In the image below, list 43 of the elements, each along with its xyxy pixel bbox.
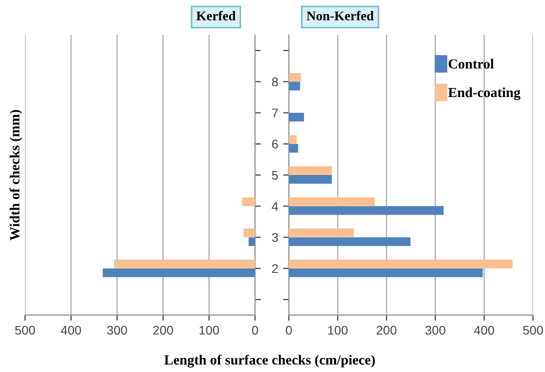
chart-title: Kerfed xyxy=(196,10,236,20)
x-tick-label: 300 xyxy=(107,326,128,335)
chart-title: Non-Kerfed xyxy=(306,10,374,20)
bar xyxy=(288,112,304,122)
y-tick-label: 8 xyxy=(272,77,278,86)
x-tick-label: 100 xyxy=(328,326,348,335)
y-tick-label: 6 xyxy=(272,140,278,149)
bar xyxy=(242,197,256,206)
x-tick-label: 100 xyxy=(200,326,219,335)
bar xyxy=(288,197,375,206)
bar xyxy=(288,206,444,215)
y-tick-label: 4 xyxy=(272,202,278,211)
bar xyxy=(114,260,256,268)
bar xyxy=(288,268,483,278)
x-tick-label: 200 xyxy=(376,326,396,335)
x-tick-label: 0 xyxy=(286,326,292,335)
bar xyxy=(288,260,512,268)
bar xyxy=(288,166,332,176)
legend-label: End-coating xyxy=(448,87,520,100)
x-tick-label: 200 xyxy=(153,326,174,335)
bar xyxy=(288,228,354,238)
x-tick-label: 500 xyxy=(15,326,36,335)
x-tick-label: 400 xyxy=(474,326,494,335)
bar xyxy=(288,135,297,144)
bar xyxy=(248,237,256,246)
x-tick-label: 300 xyxy=(425,326,446,335)
x-tick-label: 0 xyxy=(252,326,258,335)
bar xyxy=(288,82,300,90)
y-axis-title: Width of checks (mm) xyxy=(10,110,22,240)
bar xyxy=(288,237,410,246)
bar xyxy=(102,268,256,278)
x-tick-label: 500 xyxy=(523,326,543,335)
bar xyxy=(288,72,302,82)
x-tick-label: 400 xyxy=(60,326,82,335)
bar xyxy=(244,228,256,238)
y-tick-label: 5 xyxy=(272,170,278,180)
y-tick-label: 7 xyxy=(272,108,278,118)
y-tick-label: 2 xyxy=(272,264,278,273)
bar xyxy=(288,144,298,153)
y-tick-label: 3 xyxy=(272,233,278,242)
x-axis-title: Length of surface checks (cm/piece) xyxy=(164,354,375,368)
legend-label: Control xyxy=(448,58,494,69)
bar xyxy=(288,175,332,184)
